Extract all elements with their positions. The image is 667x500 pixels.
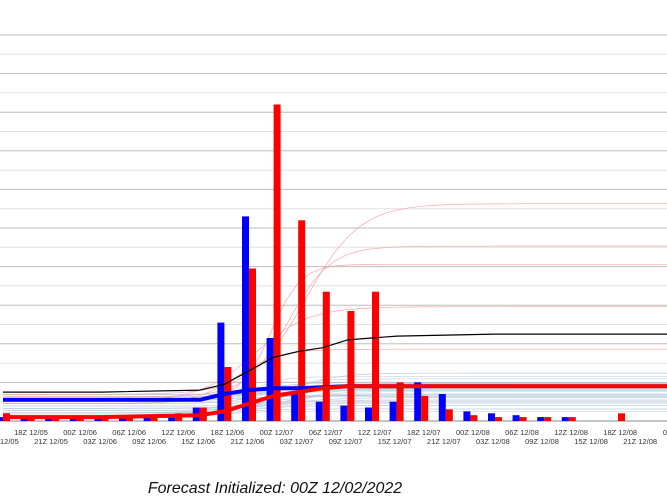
red-bar (495, 417, 502, 421)
black-line (3, 333, 667, 393)
x-tick-label-bottom: 15Z 12/08 (574, 437, 608, 446)
plume-member-line (3, 391, 667, 407)
plume-member-line (3, 245, 667, 398)
blue-bar (291, 392, 299, 421)
blue-bar (512, 415, 520, 421)
red-bar (150, 415, 158, 421)
x-tick-label-bottom: 21Z 12/05 (34, 437, 68, 446)
blue-bar (561, 417, 569, 421)
x-tick-label-top: 12Z 12/06 (161, 428, 195, 437)
x-tick-label-top: 00Z 12/06 (63, 428, 97, 437)
x-tick-label-top: 18Z 12/05 (14, 428, 48, 437)
red-bar (445, 409, 453, 421)
x-tick-label-bottom: 21Z 12/07 (427, 437, 461, 446)
blue-bar (315, 401, 323, 421)
x-tick-label-bottom: 15Z 12/07 (378, 437, 412, 446)
red-bar (101, 417, 109, 421)
plume-member-line (3, 397, 667, 409)
blue-bar (389, 401, 397, 421)
red-bar (249, 268, 256, 421)
red-bar (372, 291, 379, 421)
red-mean-line (3, 384, 667, 420)
x-tick-label-top: 12Z 12/07 (358, 428, 392, 437)
blue-bar (143, 417, 151, 421)
blue-bar (438, 394, 446, 421)
red-bar (298, 220, 306, 421)
blue-bar (488, 413, 495, 421)
x-tick-label-bottom: 09Z 12/06 (132, 437, 166, 446)
blue-bar (365, 407, 372, 421)
ensemble-plume (3, 203, 667, 416)
red-bar (568, 417, 576, 421)
blue-bar (242, 216, 249, 421)
red-bar (544, 417, 552, 421)
plume-member-line (3, 348, 667, 404)
red-bar (273, 104, 281, 421)
blue-bar (537, 417, 545, 421)
x-tick-label-top: 00Z 12/08 (456, 428, 490, 437)
x-tick-label-top: 18Z 12/06 (211, 428, 245, 437)
x-axis-ticks: 18Z 12/05 00Z 12/06 06Z 12/06 12Z 12/06 18Z … (0, 428, 667, 446)
x-tick-label-top: 06Z 12/06 (112, 428, 146, 437)
blue-bar (340, 405, 348, 421)
x-tick-label-top: 06Z 12/07 (309, 428, 343, 437)
x-tick-label-bottom: 12/05 (0, 437, 19, 446)
x-tick-label-top: 12Z 12/08 (554, 428, 588, 437)
red-bar (618, 413, 625, 421)
x-tick-label-bottom: 03Z 12/08 (476, 437, 510, 446)
line-series (3, 333, 667, 420)
red-bar (470, 415, 478, 421)
red-bar (519, 417, 527, 421)
x-tick-label-top: 06Z 12/08 (505, 428, 539, 437)
blue-bar (0, 417, 3, 421)
bar-series (0, 104, 625, 421)
blue-bar (463, 411, 471, 421)
x-tick-label-bottom: 15Z 12/06 (181, 437, 215, 446)
grid-lines (0, 34, 667, 422)
x-tick-label-top: 18Z 12/07 (407, 428, 441, 437)
x-tick-label-bottom: 03Z 12/06 (83, 437, 117, 446)
red-bar (322, 291, 330, 421)
blue-bar (217, 322, 225, 421)
x-tick-label-bottom: 21Z 12/06 (231, 437, 265, 446)
plume-member-line (3, 203, 667, 395)
plume-member-line (3, 408, 667, 414)
ensemble-chart: 18Z 12/05 00Z 12/06 06Z 12/06 12Z 12/06 18Z … (0, 34, 667, 446)
red-bar (396, 382, 404, 421)
blue-bar (168, 417, 176, 421)
x-tick-label-top: 00Z 12/07 (260, 428, 294, 437)
x-tick-label-bottom: 03Z 12/07 (280, 437, 314, 446)
blue-bar (119, 417, 126, 421)
forecast-initialized-caption: Forecast Initialized: 00Z 12/02/2022 (147, 480, 403, 497)
plume-member-line (3, 402, 667, 411)
x-tick-label-top: 00Z (663, 428, 667, 437)
red-bar (421, 395, 429, 421)
red-bar (347, 311, 355, 421)
x-tick-label-top: 18Z 12/08 (603, 428, 637, 437)
red-bar (126, 417, 133, 421)
x-tick-label-bottom: 09Z 12/08 (525, 437, 559, 446)
x-tick-label-bottom: 09Z 12/07 (329, 437, 363, 446)
blue-bar (266, 338, 274, 421)
plume-member-line (3, 411, 667, 416)
blue-bar (414, 382, 422, 421)
x-tick-label-bottom: 21Z 12/08 (623, 437, 657, 446)
